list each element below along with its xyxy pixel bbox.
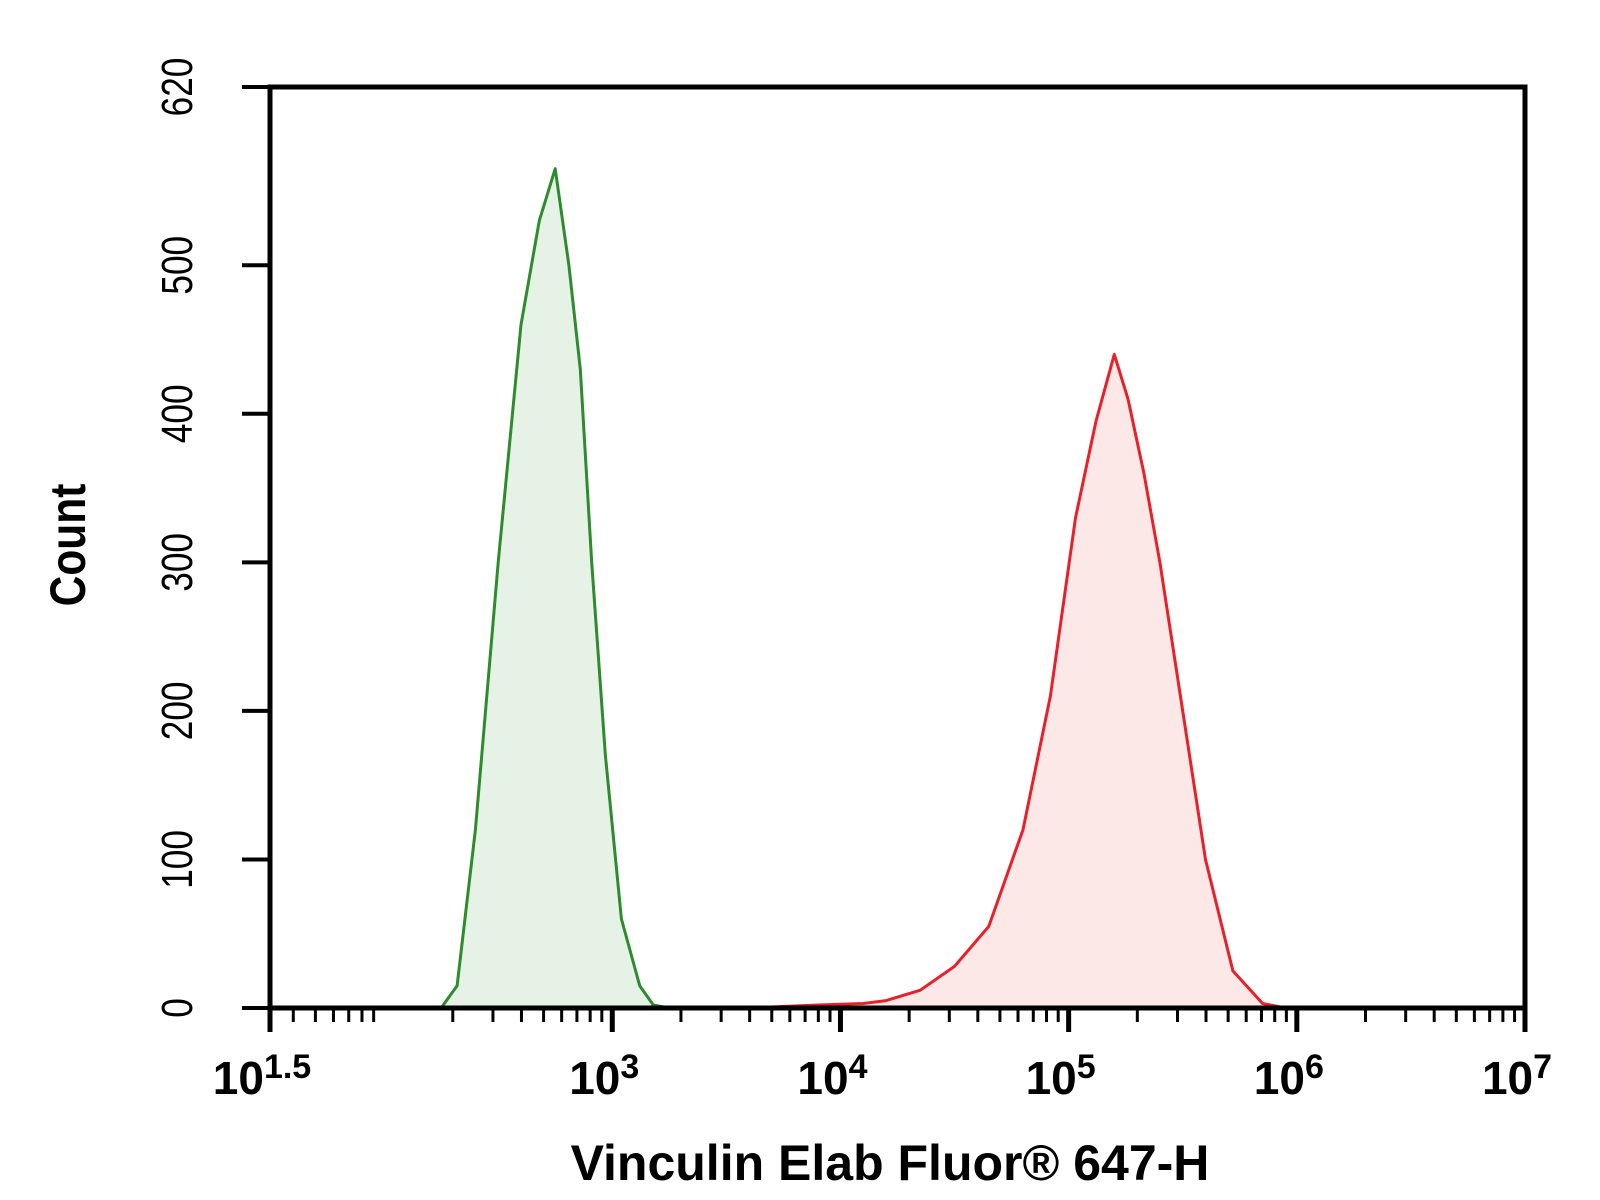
x-tick-label: 105	[1026, 1048, 1096, 1104]
y-tick-label: 500	[153, 236, 202, 295]
y-tick-label: 400	[153, 384, 202, 443]
x-tick-label: 103	[569, 1048, 639, 1104]
y-axis-title: Count	[40, 484, 96, 607]
y-tick-label: 620	[153, 58, 202, 117]
x-tick-label: 107	[1482, 1048, 1552, 1104]
x-axis: 101.5 103 104 105 106 107	[213, 1008, 1552, 1104]
series-2-fill	[749, 354, 1286, 1008]
y-tick-label: 0	[153, 998, 202, 1018]
y-axis: 0 100 200 300 400 500 620	[153, 58, 270, 1018]
x-tick-label: 101.5	[213, 1048, 311, 1104]
y-tick-label: 200	[153, 682, 202, 741]
x-axis-title: Vinculin Elab Fluor® 647-H	[571, 1135, 1210, 1191]
x-tick-label: 104	[797, 1048, 867, 1104]
x-tick-label: 106	[1254, 1048, 1324, 1104]
series-2-line	[749, 352, 1286, 1010]
y-tick-label: 100	[153, 830, 202, 889]
series-1-fill	[441, 168, 670, 1008]
plot-frame	[267, 84, 1528, 1011]
series-1-line	[439, 167, 670, 1010]
series-layer	[439, 167, 1286, 1010]
y-tick-label: 300	[153, 533, 202, 592]
